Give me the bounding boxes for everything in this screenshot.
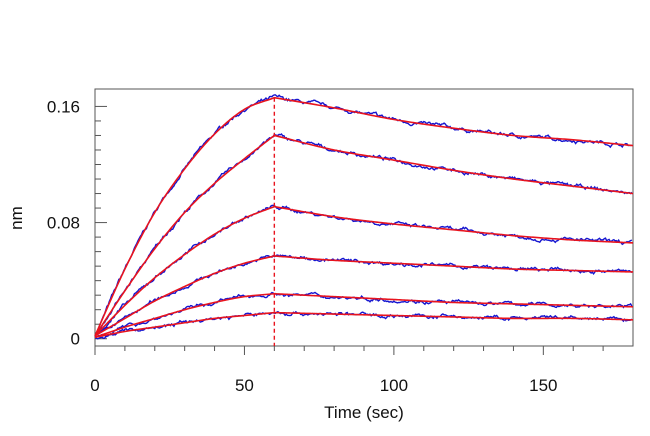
measured-curve-6	[94, 310, 633, 340]
y-tick-label: 0.16	[47, 97, 80, 116]
fit-curves	[94, 96, 634, 339]
tick-labels: 0 50 100 150 0 0.08 0.16	[47, 97, 558, 395]
x-axis-label: Time (sec)	[324, 403, 404, 422]
y-axis-label: nm	[7, 206, 26, 230]
minor-ticks	[95, 120, 604, 351]
x-tick-label: 50	[235, 376, 254, 395]
y-tick-label: 0	[71, 330, 80, 349]
fit-curve-5	[94, 292, 634, 339]
fit-curve-6	[94, 311, 634, 339]
fit-curve-1	[94, 96, 634, 337]
x-tick-label: 100	[380, 376, 408, 395]
measured-curves	[94, 94, 633, 340]
x-tick-label: 150	[529, 376, 557, 395]
measured-curve-1	[94, 94, 632, 337]
fit-curve-2	[94, 134, 634, 337]
y-tick-label: 0.08	[47, 214, 80, 233]
x-tick-label: 0	[90, 376, 99, 395]
fit-curve-4	[94, 255, 634, 337]
plot-frame	[94, 88, 634, 347]
fit-curve-3	[94, 205, 634, 337]
